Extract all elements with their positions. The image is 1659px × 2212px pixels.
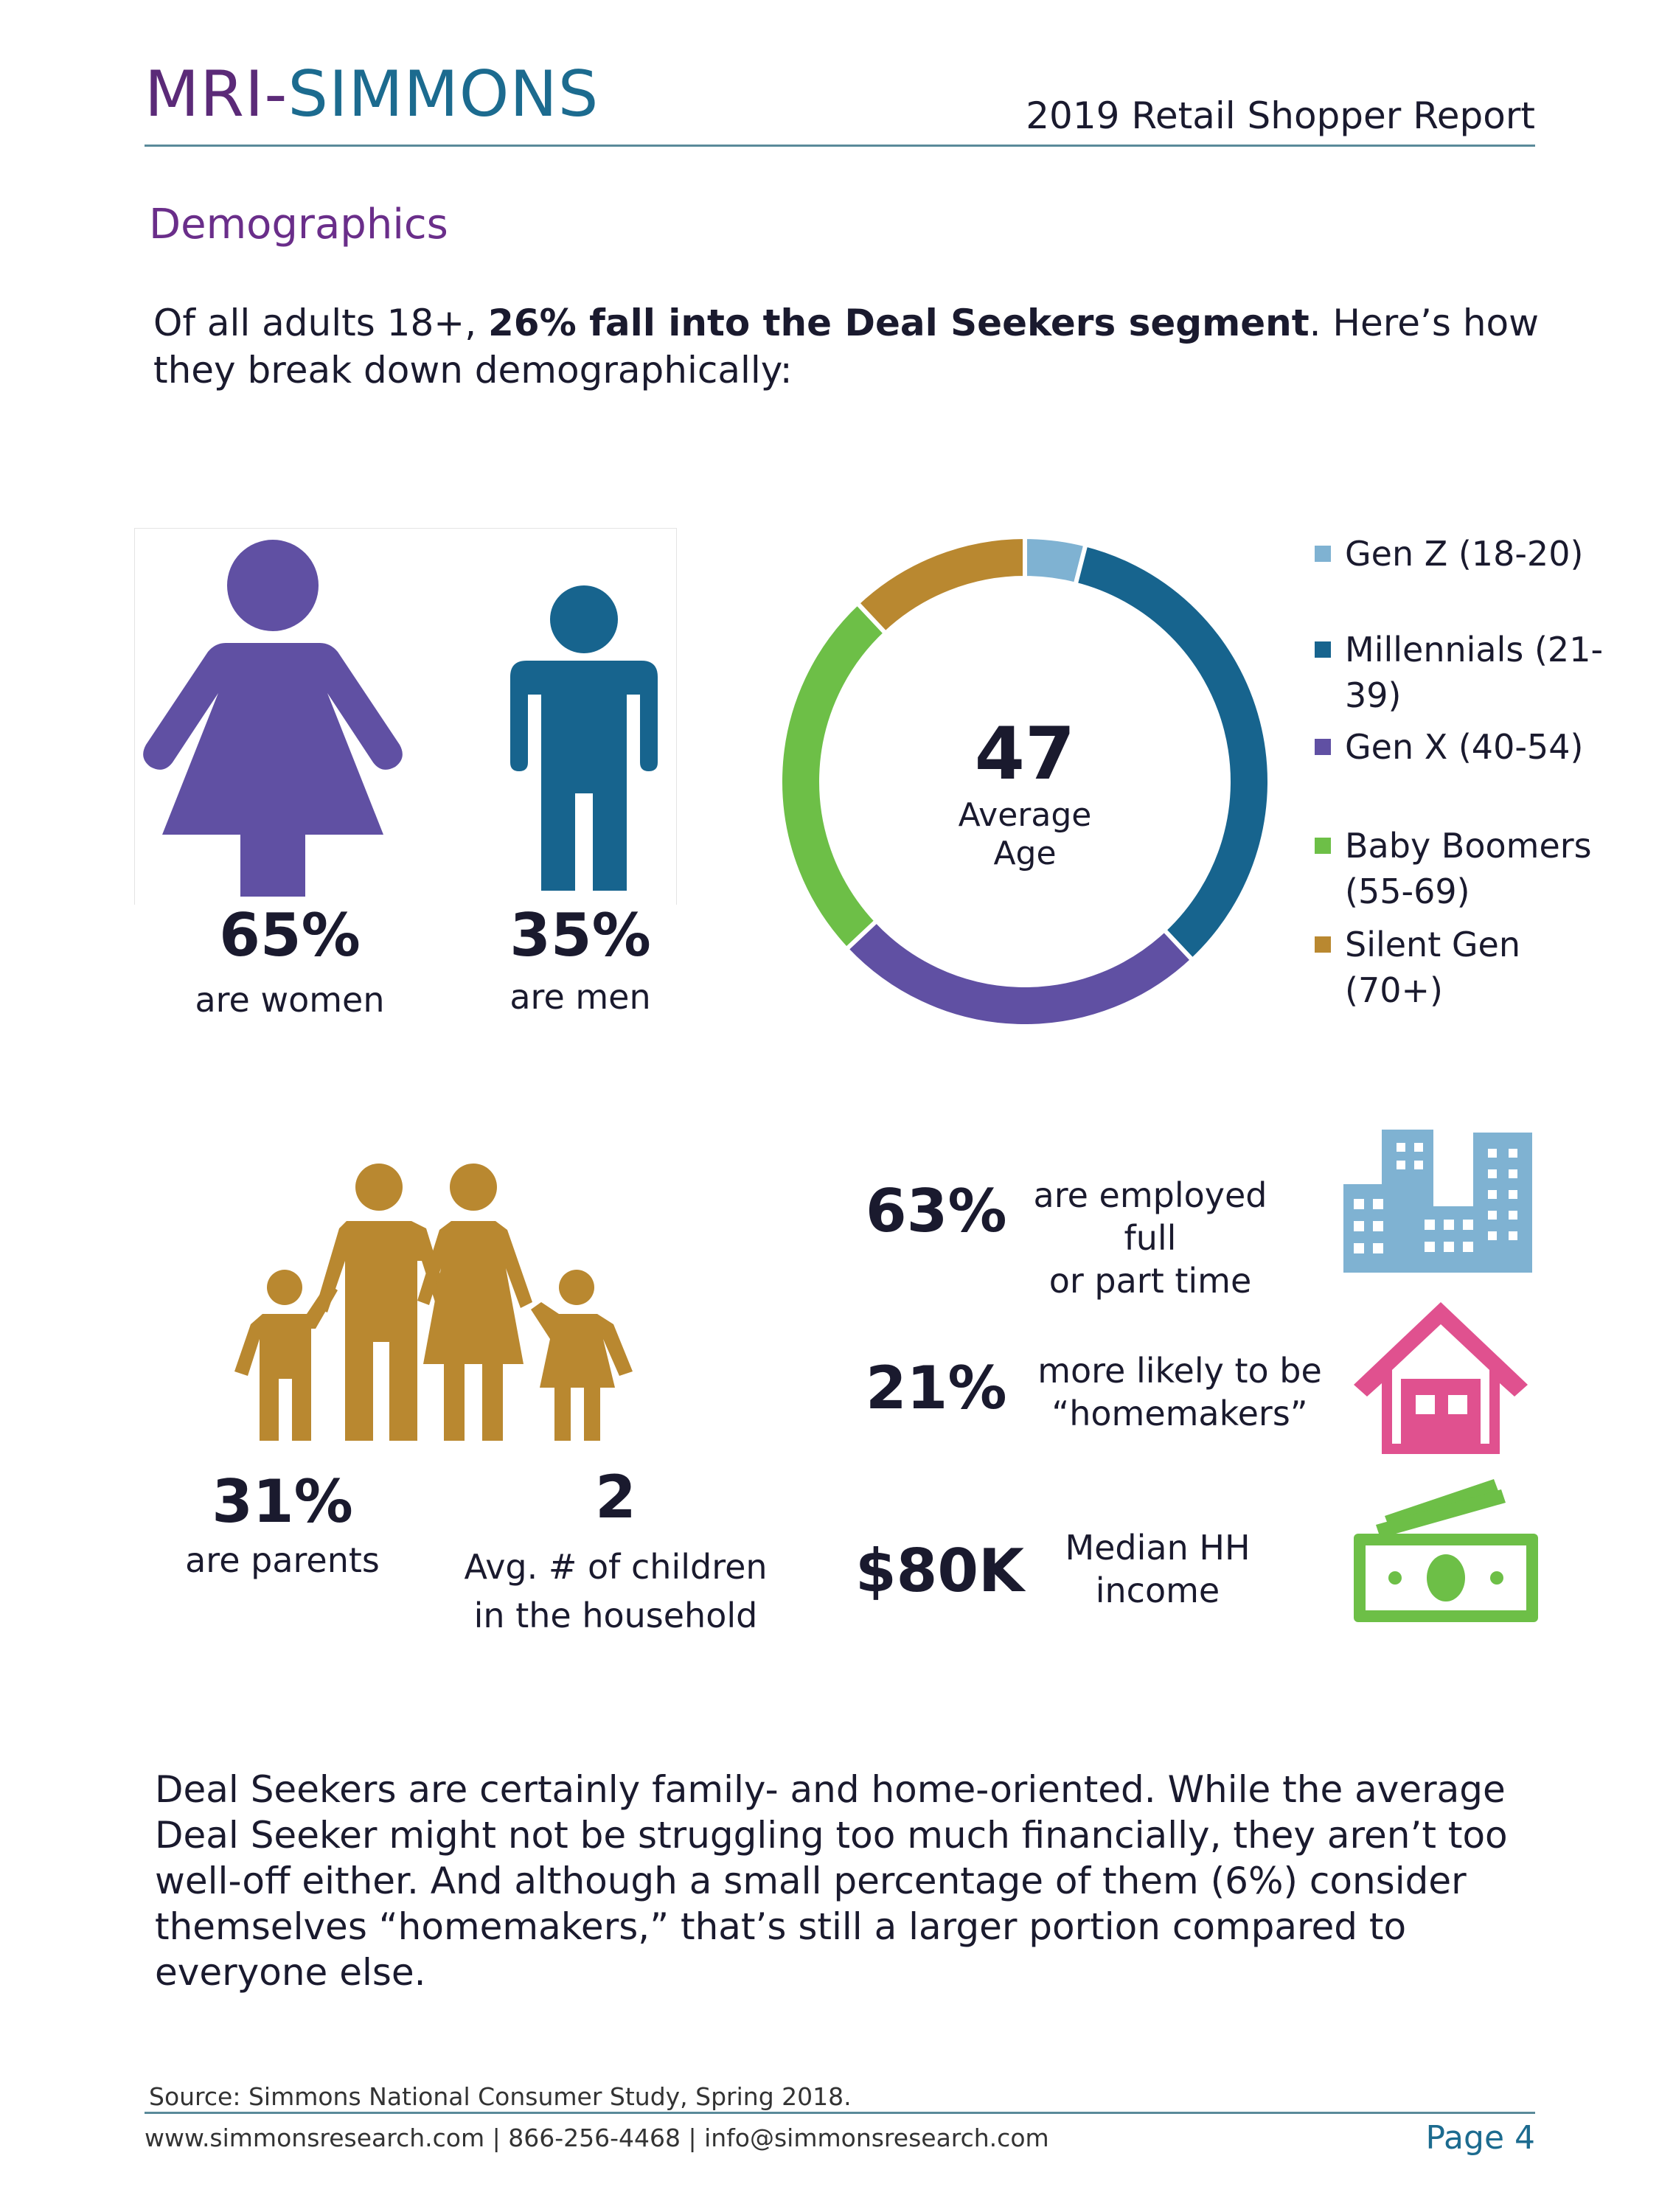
house-icon: [1354, 1302, 1528, 1454]
intro-bold: 26% fall into the Deal Seekers segment: [487, 302, 1310, 344]
donut-slice-silent-gen-70: [854, 534, 1027, 637]
legend-label-millennials-line1: Millennials (21-: [1345, 630, 1604, 669]
legend-item-baby-boomers: Baby Boomers (55-69): [1315, 823, 1627, 919]
man-icon: [510, 585, 658, 891]
intro-part1: Of all adults 18+,: [153, 302, 488, 344]
legend-label-millennials-line2: 39): [1345, 675, 1402, 715]
header-divider: [145, 145, 1535, 147]
children-label-line2: in the household: [473, 1596, 758, 1635]
employed-label-line1: are employed full: [1033, 1175, 1267, 1258]
employed-label-line2: or part time: [1048, 1261, 1252, 1301]
legend-swatch-millennials: [1315, 641, 1331, 658]
donut-slice-baby-boomers-55-69: [778, 599, 889, 953]
brand-part1: MRI-: [145, 58, 288, 131]
legend-label-baby-boomers-line1: Baby Boomers: [1345, 826, 1592, 866]
legend-label-silent-gen-line1: Silent Gen: [1345, 925, 1520, 964]
average-age-value: 47: [975, 712, 1075, 796]
legend-label-baby-boomers-line2: (55-69): [1345, 872, 1470, 911]
men-percent: 35%: [509, 901, 651, 970]
homemakers-label-line2: “homemakers”: [1051, 1394, 1308, 1433]
employed-label: are employed full or part time: [1003, 1174, 1298, 1302]
legend-label-millennials: Millennials (21- 39): [1345, 627, 1625, 718]
legend-swatch-gen-z: [1315, 546, 1331, 562]
legend-swatch-silent-gen: [1315, 936, 1331, 953]
women-label: are women: [195, 980, 385, 1020]
donut-slice-millennials-21-39: [1072, 541, 1272, 964]
section-title: Demographics: [149, 201, 448, 248]
buildings-icon: [1343, 1130, 1532, 1273]
homemakers-label-line1: more likely to be: [1037, 1351, 1322, 1391]
woman-icon: [143, 540, 403, 897]
children-label: Avg. # of children in the household: [450, 1543, 782, 1640]
children-count: 2: [595, 1463, 636, 1531]
page-number: Page 4: [1425, 2119, 1536, 2157]
men-label: are men: [509, 977, 651, 1017]
income-label-line2: income: [1095, 1571, 1220, 1610]
legend-item-gen-x: Gen X (40-54): [1315, 724, 1627, 776]
gender-figures-box: [134, 528, 677, 905]
legend-label-silent-gen-line2: (70+): [1345, 970, 1443, 1010]
donut-slice-gen-x-40-54: [843, 917, 1196, 1029]
legend-swatch-gen-x: [1315, 739, 1331, 755]
average-age-label-line2: Age: [993, 835, 1056, 872]
family-icon: [234, 1164, 633, 1441]
intro-text: Of all adults 18+, 26% fall into the Dea…: [153, 299, 1540, 394]
report-title: 2019 Retail Shopper Report: [1026, 94, 1535, 137]
income-label: Median HH income: [1010, 1526, 1305, 1612]
parents-percent: 31%: [212, 1467, 353, 1536]
legend-item-millennials: Millennials (21- 39): [1315, 627, 1627, 723]
income-value: $80K: [855, 1537, 1024, 1605]
employed-percent: 63%: [866, 1177, 1007, 1245]
parents-label: are parents: [185, 1540, 380, 1580]
footer-contact: www.simmonsresearch.com | 866-256-4468 |…: [145, 2124, 1049, 2152]
average-age-label-line1: Average: [959, 796, 1092, 834]
legend-item-gen-z: Gen Z (18-20): [1315, 531, 1627, 582]
legend-label-gen-x: Gen X (40-54): [1345, 727, 1584, 767]
source-note: Source: Simmons National Consumer Study,…: [149, 2082, 852, 2111]
homemakers-percent: 21%: [866, 1354, 1007, 1422]
legend-item-silent-gen: Silent Gen (70+): [1315, 922, 1627, 1018]
children-label-line1: Avg. # of children: [464, 1547, 768, 1587]
age-donut-chart: 47 Average Age: [778, 534, 1272, 1029]
brand-part2: SIMMONS: [288, 58, 599, 131]
intro-part2: . Here’s how they break down demographic…: [153, 302, 1539, 392]
women-percent: 65%: [219, 901, 361, 970]
legend-label-gen-z: Gen Z (18-20): [1345, 534, 1584, 574]
homemakers-label: more likely to be “homemakers”: [1032, 1349, 1327, 1435]
income-label-line1: Median HH: [1065, 1528, 1251, 1568]
brand-logo: MRI-SIMMONS: [145, 58, 599, 131]
legend-swatch-baby-boomers: [1315, 838, 1331, 854]
legend-label-silent-gen: Silent Gen (70+): [1345, 922, 1625, 1013]
body-paragraph: Deal Seekers are certainly family- and h…: [155, 1768, 1508, 1994]
footer-divider: [145, 2112, 1535, 2114]
legend-label-baby-boomers: Baby Boomers (55-69): [1345, 823, 1625, 914]
money-icon: [1354, 1479, 1538, 1622]
